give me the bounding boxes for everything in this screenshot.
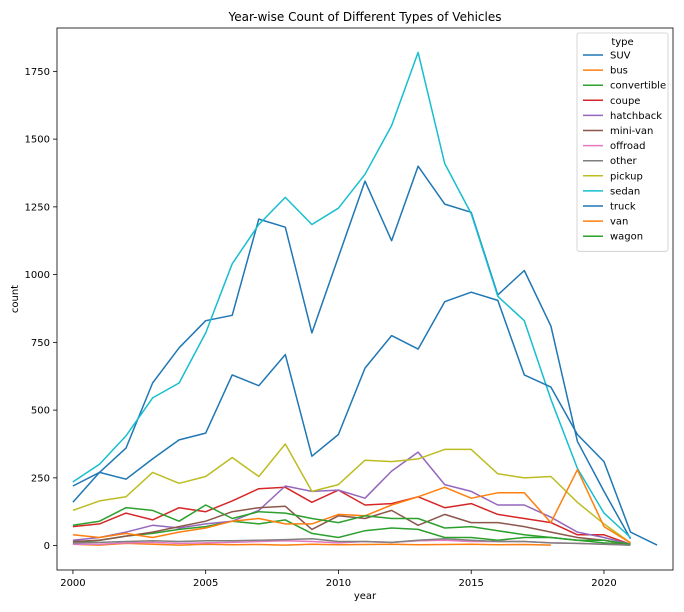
series-line-4 (72, 451, 631, 546)
legend-entry-6: offroad (610, 141, 646, 152)
legend-entry-0: SUV (610, 51, 631, 62)
series-line-5 (72, 505, 631, 546)
y-tick-label: 1750 (25, 67, 50, 78)
legend-entry-5: mini-van (610, 126, 653, 137)
y-tick-label: 750 (31, 338, 50, 349)
legend-box (576, 32, 669, 252)
legend-entry-2: convertible (610, 81, 666, 92)
x-tick-label: 2000 (60, 578, 85, 589)
series-line-1 (72, 542, 551, 546)
y-tick-label: 250 (31, 473, 50, 484)
x-tick-label: 2010 (326, 578, 351, 589)
legend-entry-10: truck (610, 202, 636, 213)
legend-entry-3: coupe (610, 96, 640, 107)
x-tick-label: 2015 (458, 578, 483, 589)
series-line-10 (72, 291, 658, 546)
x-tick-label: 2005 (193, 578, 218, 589)
legend-entry-1: bus (610, 66, 628, 77)
series-line-9 (72, 51, 632, 539)
series-line-3 (72, 486, 631, 546)
plot-area (57, 28, 673, 570)
y-axis-label: count (10, 285, 21, 313)
x-tick-label: 2020 (591, 578, 616, 589)
y-tick-label: 500 (31, 406, 50, 417)
legend-entry-7: other (610, 156, 638, 167)
y-tick-label: 1250 (25, 202, 50, 213)
series-line-11 (72, 468, 631, 544)
legend-entry-8: pickup (610, 171, 643, 182)
y-tick-label: 1000 (25, 270, 50, 281)
plot-frame (56, 27, 674, 571)
series-line-2 (72, 519, 631, 546)
series-line-8 (72, 443, 631, 544)
legend-entry-12: wagon (610, 232, 643, 243)
y-axis: 0 250 500 750 1000 1250 1500 1750 (25, 67, 57, 552)
y-tick-label: 0 (44, 541, 50, 552)
x-axis-label: year (354, 591, 377, 602)
series-line-7 (72, 538, 631, 546)
series-layer (72, 51, 658, 546)
series-line-0 (72, 165, 632, 540)
x-axis: 2000 2005 2010 2015 2020 (60, 570, 617, 589)
series-line-12 (72, 504, 631, 546)
y-tick-label: 1500 (25, 135, 50, 146)
legend-entry-9: sedan (610, 186, 640, 197)
legend-title: type (611, 37, 633, 48)
legend-entry-4: hatchback (610, 111, 662, 122)
legend: type SUV bus convertible coupe hatchback mini-… (576, 32, 669, 252)
legend-entry-11: van (610, 217, 628, 228)
chart-title: Year-wise Count of Different Types of Ve… (228, 10, 502, 24)
